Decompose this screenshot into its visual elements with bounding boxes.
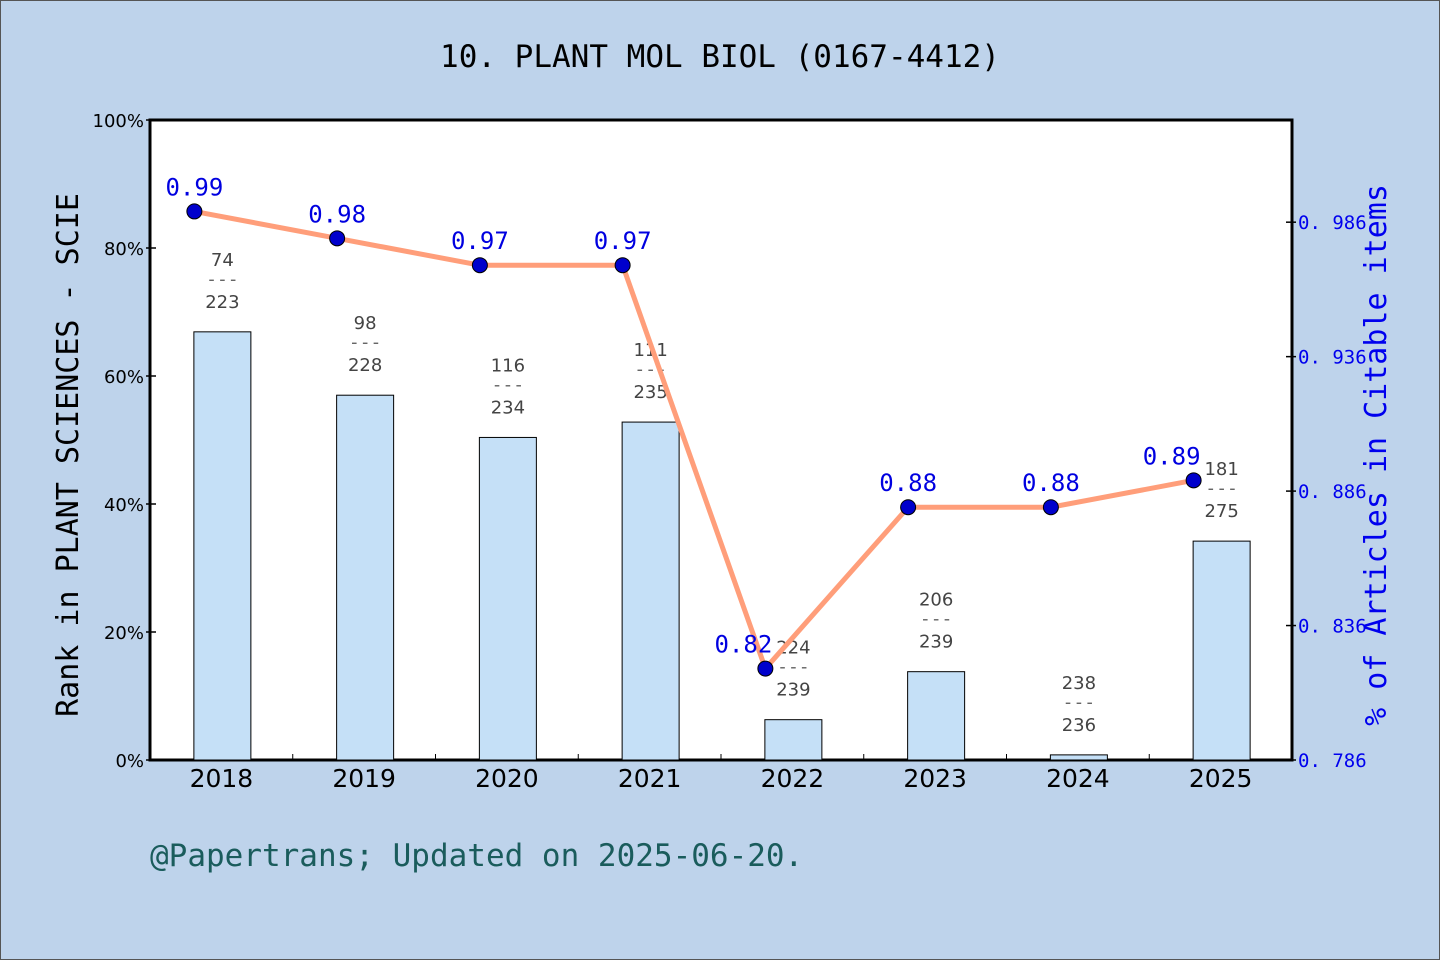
bar-total-label: 235 [633,382,667,403]
bar-fraction-divider: --- [492,374,525,395]
y-tick-label: 100% [93,111,144,132]
bar-total-label: 275 [1204,501,1238,522]
footer-note: @Papertrans; Updated on 2025-06-20. [150,838,803,874]
x-tick-label: 2020 [475,764,539,793]
bar-2021 [621,421,680,761]
bar-fraction-divider: --- [1063,692,1096,713]
bar-2018 [193,331,252,761]
y2-tick-label: 0. 886 [1298,481,1367,503]
line-value-label: 0.99 [165,173,223,201]
y-tick-label: 60% [104,367,144,388]
bar-fraction-divider: --- [1205,478,1238,499]
bar-total-label: 239 [919,632,953,653]
line-value-label: 0.97 [594,227,652,255]
bar-2020 [478,436,537,761]
y2-tick-label: 0. 936 [1298,347,1367,369]
bar-2023 [907,671,966,761]
y-tick-label: 40% [104,495,144,516]
line-point-2022 [757,660,774,677]
bar-total-label: 234 [491,397,525,418]
line-value-label: 0.97 [451,227,509,255]
line-point-2021 [614,257,631,274]
bar-rank-label: 206 [919,590,953,611]
chart-title: 10. PLANT MOL BIOL (0167-4412) [440,39,1000,75]
bar-rank-label: 74 [211,250,234,271]
bar-total-label: 236 [1062,715,1096,736]
bar-2025 [1192,540,1251,761]
bar-rank-label: 238 [1062,673,1096,694]
bar-fraction-divider: --- [920,609,953,630]
bar-rank-label: 98 [354,313,377,334]
bar-fraction-divider: --- [206,269,239,290]
line-value-label: 0.89 [1143,442,1201,470]
line-value-label: 0.88 [1022,469,1080,497]
line-value-label: 0.98 [308,200,366,228]
bar-total-label: 228 [348,355,382,376]
y2-tick-label: 0. 986 [1298,212,1367,234]
bar-rank-label: 181 [1204,459,1238,480]
line-point-2024 [1042,499,1059,516]
line-point-2025 [1185,472,1202,489]
y-axis-label: Rank in PLANT SCIENCES - SCIE [51,193,86,717]
line-point-2019 [329,230,346,247]
x-tick-label: 2019 [332,764,396,793]
bar-2019 [336,394,395,761]
x-tick-label: 2021 [618,764,682,793]
x-tick-label: 2024 [1046,764,1110,793]
y-tick-label: 80% [104,239,144,260]
line-point-2018 [186,203,203,220]
line-point-2020 [471,257,488,274]
bar-total-label: 223 [205,292,239,313]
y2-axis-label: % of Articles in Citable items [1359,184,1394,726]
bar-2024 [1049,754,1108,761]
y-tick-label: 20% [104,623,144,644]
line-series [193,208,1195,672]
line-point-2023 [900,499,917,516]
bar-fraction-divider: --- [349,332,382,353]
x-tick-label: 2025 [1189,764,1253,793]
bar-2022 [764,719,823,761]
y-tick-label: 0% [115,751,144,772]
line-value-label: 0.88 [879,469,937,497]
line-value-label: 0.82 [714,631,772,659]
x-tick-label: 2018 [190,764,254,793]
bar-rank-label: 116 [491,355,525,376]
bar-total-label: 239 [776,680,810,701]
bar-fraction-divider: --- [777,657,810,678]
x-tick-label: 2023 [903,764,967,793]
y2-tick-label: 0. 836 [1298,616,1367,638]
x-tick-label: 2022 [761,764,825,793]
y2-tick-label: 0. 786 [1298,750,1367,772]
